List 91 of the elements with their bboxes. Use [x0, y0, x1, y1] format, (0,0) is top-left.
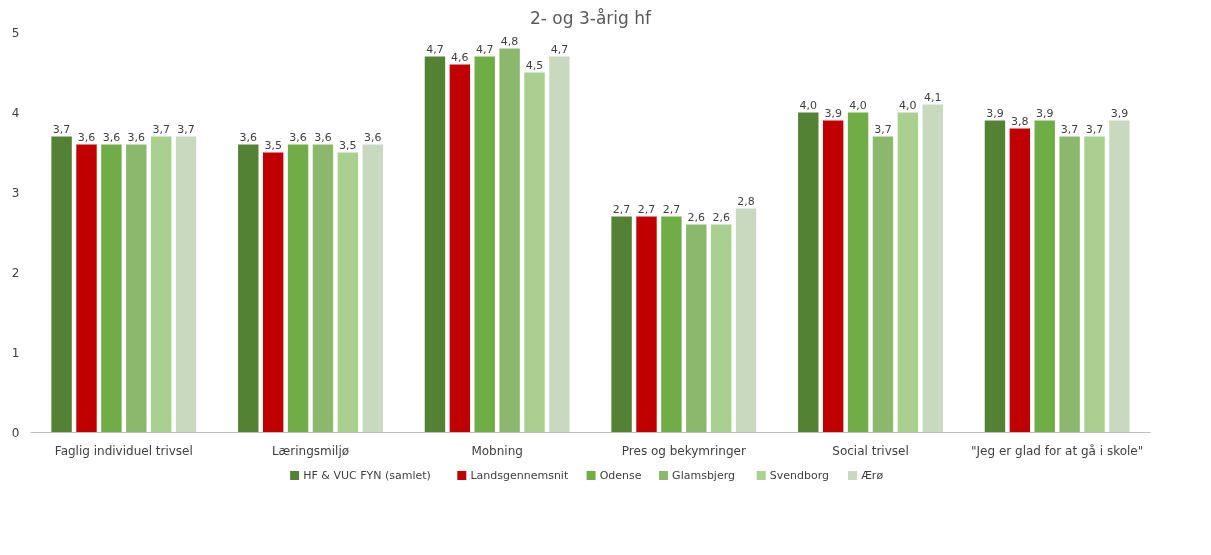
- data-label: 3,7: [52, 122, 71, 136]
- bar: [362, 144, 383, 433]
- data-label: 4,0: [799, 98, 818, 112]
- bar: [822, 120, 844, 433]
- bar: [710, 224, 732, 433]
- legend-label: Glamsbjerg: [672, 469, 735, 482]
- bar: [499, 48, 520, 433]
- x-tick-label: Social trivsel: [832, 443, 909, 458]
- bar: [1059, 136, 1080, 433]
- x-tick-label: Læringsmiljø: [271, 443, 350, 458]
- chart-title: 2- og 3-årig hf: [530, 7, 653, 28]
- bar: [611, 216, 632, 433]
- data-label: 3,7: [1085, 122, 1104, 136]
- data-label: 4,7: [475, 42, 494, 56]
- bar: [798, 112, 819, 433]
- data-label: 4,0: [849, 98, 867, 112]
- y-tick-label: 5: [11, 26, 20, 40]
- bar: [449, 64, 471, 433]
- bar: [549, 56, 570, 433]
- y-tick-label: 3: [11, 186, 20, 200]
- bar: [524, 72, 545, 433]
- bar: [984, 120, 1006, 433]
- x-tick-label: Pres og bekymringer: [621, 443, 746, 458]
- data-label: 2,7: [637, 202, 656, 216]
- y-tick-label: 1: [11, 346, 20, 360]
- bar: [126, 144, 147, 433]
- bar: [922, 104, 943, 433]
- data-label: 3,7: [1060, 122, 1079, 136]
- data-label: 4,0: [899, 98, 917, 112]
- data-label: 4,7: [426, 42, 444, 56]
- bar: [1009, 128, 1031, 433]
- data-label: 3,6: [314, 130, 332, 144]
- data-label: 2,6: [687, 210, 706, 224]
- data-label: 3,6: [363, 130, 382, 144]
- bar: [1034, 120, 1055, 433]
- bar: [262, 152, 284, 433]
- data-label: 3,8: [1011, 114, 1029, 128]
- data-label: 3,9: [1035, 106, 1054, 120]
- x-tick-label: Faglig individuel trivsel: [54, 443, 193, 458]
- data-label: 2,6: [712, 210, 730, 224]
- bar: [474, 56, 495, 433]
- bar: [1109, 120, 1130, 433]
- legend-label: Svendborg: [769, 469, 830, 482]
- data-label: 3,6: [102, 130, 121, 144]
- data-label: 3,5: [264, 138, 282, 152]
- data-label: 3,7: [177, 122, 195, 136]
- x-tick-label: "Jeg er glad for at gå i skole": [971, 443, 1144, 458]
- bar: [897, 112, 919, 433]
- data-label: 4,1: [923, 90, 942, 104]
- bar: [238, 144, 259, 433]
- y-tick-label: 4: [11, 106, 20, 120]
- data-label: 4,7: [550, 42, 569, 56]
- bar: [76, 144, 97, 433]
- bar: [661, 216, 682, 433]
- bar: [636, 216, 657, 433]
- bar: [847, 112, 869, 433]
- data-label: 3,7: [874, 122, 892, 136]
- y-tick-label: 2: [11, 266, 20, 280]
- data-label: 3,6: [77, 130, 96, 144]
- bar: [51, 136, 72, 433]
- data-label: 3,9: [824, 106, 842, 120]
- data-label: 3,7: [152, 122, 170, 136]
- data-label: 3,6: [289, 130, 307, 144]
- legend-label: Ærø: [861, 469, 884, 482]
- x-tick-label: Mobning: [471, 443, 523, 458]
- legend-label: HF & VUC FYN (samlet): [303, 469, 431, 482]
- bar: [686, 224, 707, 433]
- data-label: 4,6: [451, 50, 469, 64]
- bar: [337, 152, 359, 433]
- bar: [735, 208, 757, 433]
- data-label: 3,9: [1110, 106, 1129, 120]
- data-label: 2,7: [662, 202, 681, 216]
- bar: [175, 136, 197, 433]
- legend-label: Landsgennemsnit: [470, 469, 569, 482]
- bar: [150, 136, 172, 433]
- bar: [287, 144, 309, 433]
- bar: [872, 136, 894, 433]
- bar: [312, 144, 334, 433]
- data-label: 2,7: [612, 202, 631, 216]
- data-label: 3,5: [339, 138, 357, 152]
- bar: [101, 144, 122, 433]
- bar: [424, 56, 446, 433]
- data-label: 3,6: [127, 130, 146, 144]
- legend-label: Odense: [599, 469, 642, 482]
- data-label: 2,8: [737, 194, 755, 208]
- data-label: 3,6: [239, 130, 258, 144]
- data-label: 3,9: [986, 106, 1004, 120]
- data-label: 4,5: [525, 58, 544, 72]
- data-label: 4,8: [500, 34, 519, 48]
- bar: [1084, 136, 1105, 433]
- y-tick-label: 0: [11, 426, 20, 440]
